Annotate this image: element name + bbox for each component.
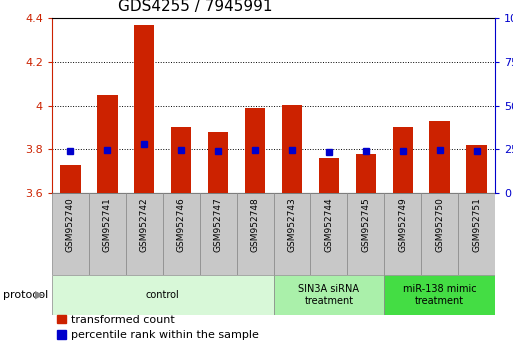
Text: GSM952744: GSM952744 (324, 197, 333, 252)
Text: GSM952748: GSM952748 (250, 197, 260, 252)
Bar (52, 275, 273, 315)
Text: GSM952740: GSM952740 (66, 197, 75, 252)
Bar (171, 127, 191, 193)
Text: GSM952742: GSM952742 (140, 197, 149, 252)
Bar (429, 121, 450, 193)
Bar (384, 275, 495, 315)
Text: SIN3A siRNA
treatment: SIN3A siRNA treatment (299, 284, 360, 306)
Text: protocol: protocol (3, 290, 48, 300)
Text: GSM952743: GSM952743 (287, 197, 297, 252)
Bar (384, 193, 421, 275)
Bar (392, 127, 413, 193)
Bar (236, 193, 273, 275)
Bar (466, 145, 487, 193)
Bar (208, 132, 228, 193)
Bar (319, 158, 339, 193)
Bar (282, 105, 302, 193)
Text: ▶: ▶ (35, 290, 44, 300)
Bar (126, 193, 163, 275)
Bar (273, 275, 384, 315)
Text: GSM952747: GSM952747 (213, 197, 223, 252)
Text: GSM952745: GSM952745 (361, 197, 370, 252)
Bar (356, 154, 376, 193)
Text: GSM952750: GSM952750 (435, 197, 444, 252)
Text: GSM952749: GSM952749 (398, 197, 407, 252)
Text: GSM952746: GSM952746 (176, 197, 186, 252)
Text: GSM952751: GSM952751 (472, 197, 481, 252)
Text: GDS4255 / 7945991: GDS4255 / 7945991 (119, 0, 273, 14)
Text: miR-138 mimic
treatment: miR-138 mimic treatment (403, 284, 477, 306)
Bar (245, 108, 265, 193)
Bar (421, 193, 458, 275)
Bar (347, 193, 384, 275)
Bar (200, 193, 236, 275)
Bar (134, 24, 154, 193)
Bar (89, 193, 126, 275)
Legend: transformed count, percentile rank within the sample: transformed count, percentile rank withi… (52, 310, 264, 345)
Text: GSM952741: GSM952741 (103, 197, 112, 252)
Text: control: control (146, 290, 180, 300)
Bar (163, 193, 200, 275)
Bar (273, 193, 310, 275)
Bar (97, 95, 117, 193)
Bar (310, 193, 347, 275)
Bar (52, 193, 89, 275)
Bar (61, 165, 81, 193)
Bar (458, 193, 495, 275)
